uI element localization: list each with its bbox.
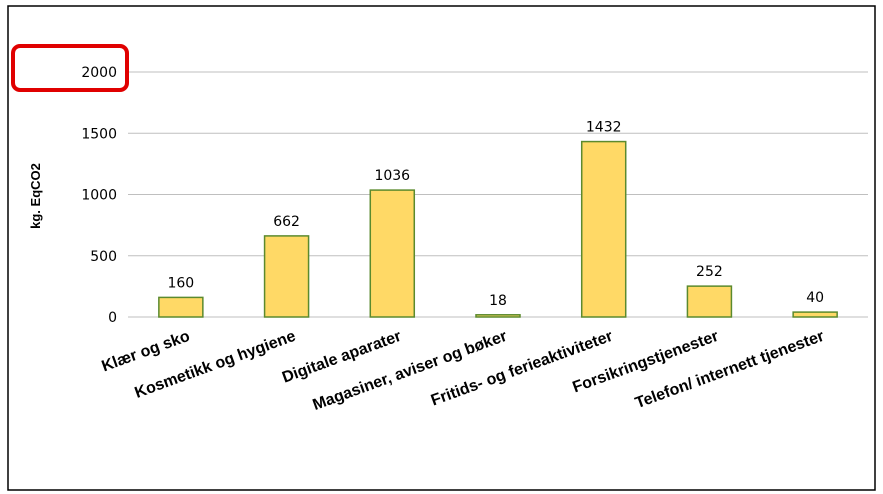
data-label: 40 xyxy=(806,290,824,306)
y-tick-label: 1000 xyxy=(81,188,117,204)
data-label: 160 xyxy=(167,275,194,291)
data-label: 18 xyxy=(489,293,507,309)
highlight-box xyxy=(11,44,129,92)
bar xyxy=(686,285,733,318)
data-label: 252 xyxy=(696,264,723,280)
gridlines xyxy=(128,71,868,318)
y-tick-label: 2000 xyxy=(81,65,117,81)
bar xyxy=(792,311,838,318)
chart-frame xyxy=(7,5,876,491)
bar xyxy=(369,189,416,318)
bar xyxy=(475,314,521,318)
data-labels: 160 662 1036 18 1432 252 40 xyxy=(167,120,824,309)
bars xyxy=(158,140,838,318)
data-label: 662 xyxy=(273,214,300,230)
y-axis-title: kg. EqCO2 xyxy=(28,163,43,229)
y-tick-label: 1500 xyxy=(81,126,117,142)
bar xyxy=(580,140,627,318)
data-label: 1036 xyxy=(374,168,410,184)
y-tick-label: 0 xyxy=(108,310,117,326)
bar xyxy=(263,235,310,318)
data-label: 1432 xyxy=(586,120,622,136)
y-tick-label: 500 xyxy=(90,249,117,265)
y-tick-labels: 0 500 1000 1500 2000 xyxy=(81,65,117,326)
bar xyxy=(158,296,204,318)
